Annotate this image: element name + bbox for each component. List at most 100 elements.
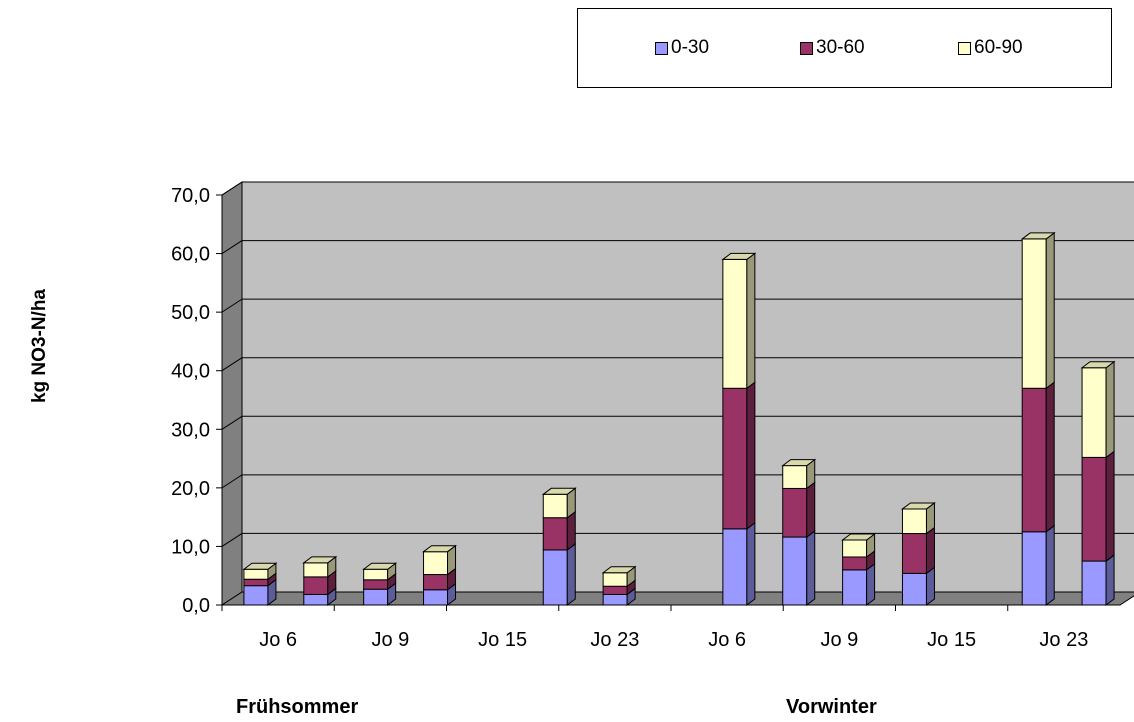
plot-back-wall bbox=[241, 181, 1134, 593]
bar-segment bbox=[842, 556, 868, 571]
bar-segment-side bbox=[1105, 360, 1115, 459]
bar-segment bbox=[722, 258, 748, 389]
gridline-side bbox=[221, 415, 243, 430]
bar-top bbox=[242, 562, 278, 570]
bar-segment bbox=[1081, 560, 1107, 606]
y-tick-label: 70,0 bbox=[171, 185, 210, 207]
gridline-side bbox=[221, 533, 243, 547]
bar-segment bbox=[363, 579, 389, 590]
bar-segment-side bbox=[1045, 524, 1055, 606]
bar-segment bbox=[782, 536, 808, 606]
bar-top bbox=[841, 533, 877, 541]
legend-swatch-0-30 bbox=[655, 41, 668, 55]
bar-segment bbox=[303, 562, 329, 578]
y-axis-label: kg NO3-N/ha bbox=[29, 288, 50, 404]
plot-left-wall bbox=[221, 181, 243, 606]
bar-segment bbox=[722, 387, 748, 530]
bar-segment bbox=[602, 572, 628, 587]
bar-segment bbox=[1021, 387, 1047, 533]
bar-segment-side bbox=[746, 521, 756, 606]
bar-segment-side bbox=[566, 542, 576, 606]
legend-item-60-90: 60-90 bbox=[958, 37, 1023, 59]
gridline-side bbox=[221, 298, 243, 313]
y-tick-label: 20,0 bbox=[171, 478, 210, 500]
bar-segment bbox=[602, 593, 628, 606]
bar-segment bbox=[722, 528, 748, 606]
bar-segment-side bbox=[1105, 554, 1115, 606]
bar-segment bbox=[363, 568, 389, 581]
x-tick-label: Jo 9 bbox=[820, 629, 858, 651]
legend-swatch-60-90 bbox=[958, 41, 971, 55]
bar-segment-side bbox=[746, 381, 756, 530]
plot-floor bbox=[220, 591, 1134, 606]
legend: 0-30 30-60 60-90 bbox=[577, 8, 1112, 88]
bar-segment bbox=[303, 576, 329, 595]
legend-swatch-30-60 bbox=[800, 41, 813, 55]
x-tick-label: Jo 23 bbox=[590, 629, 639, 651]
bar-segment bbox=[303, 593, 329, 606]
x-tick-label: Jo 15 bbox=[927, 629, 976, 651]
bar-segment bbox=[423, 589, 449, 606]
y-tick-label: 0,0 bbox=[182, 595, 210, 617]
bar-segment-side bbox=[1105, 450, 1115, 563]
gridline-side bbox=[221, 181, 243, 196]
bar-segment bbox=[842, 569, 868, 606]
bar-segment-side bbox=[806, 481, 816, 539]
bar-segment-side bbox=[866, 562, 876, 606]
x-tick-label: Jo 23 bbox=[1039, 629, 1088, 651]
bar-segment bbox=[602, 585, 628, 595]
bar-segment bbox=[243, 578, 269, 587]
gridline-side bbox=[221, 474, 243, 489]
bar-segment bbox=[363, 588, 389, 606]
legend-label-60-90: 60-90 bbox=[974, 37, 1023, 58]
bar-segment-side bbox=[1045, 381, 1055, 533]
bar-segment bbox=[782, 487, 808, 538]
y-tick-label: 60,0 bbox=[171, 244, 210, 266]
bar-top bbox=[362, 562, 398, 570]
bar-segment bbox=[542, 549, 568, 606]
bar-segment bbox=[901, 533, 927, 574]
bar-segment bbox=[1081, 456, 1107, 562]
bar-segment bbox=[1021, 531, 1047, 606]
x-tick-label: Jo 9 bbox=[371, 629, 409, 651]
bar-segment-side bbox=[1045, 231, 1055, 390]
y-tick-label: 30,0 bbox=[171, 419, 210, 441]
bar-segment bbox=[1021, 238, 1047, 389]
bar-segment bbox=[243, 568, 269, 580]
bar-segment bbox=[782, 465, 808, 489]
bar-segment-side bbox=[566, 510, 576, 551]
bar-segment-side bbox=[746, 252, 756, 390]
bar-segment bbox=[423, 574, 449, 591]
legend-label-30-60: 30-60 bbox=[816, 37, 865, 58]
x-tick-label: Jo 6 bbox=[708, 629, 746, 651]
y-tick-label: 10,0 bbox=[171, 536, 210, 558]
bar-top bbox=[721, 252, 757, 260]
group-label-fruehsommer: Frühsommer bbox=[236, 696, 359, 718]
gridline-side bbox=[221, 240, 243, 254]
bar-top bbox=[1020, 232, 1056, 240]
legend-item-0-30: 0-30 bbox=[655, 37, 709, 59]
bar-segment-side bbox=[806, 530, 816, 606]
group-label-vorwinter: Vorwinter bbox=[786, 696, 877, 718]
bar-segment bbox=[243, 585, 269, 606]
bar-top bbox=[422, 545, 458, 553]
bar-segment bbox=[542, 493, 568, 519]
bar-top bbox=[1080, 361, 1116, 369]
bar-segment bbox=[901, 508, 927, 535]
legend-label-0-30: 0-30 bbox=[671, 37, 710, 58]
bar-segment bbox=[1081, 367, 1107, 458]
y-axis-label-wrap: kg NO3-N/ha bbox=[10, 289, 60, 403]
x-tick-label: Jo 6 bbox=[259, 629, 297, 651]
bar-top bbox=[781, 459, 817, 467]
bar-segment bbox=[542, 517, 568, 551]
y-tick-label: 50,0 bbox=[171, 302, 210, 324]
bar-top bbox=[541, 487, 577, 495]
bar-segment-side bbox=[925, 526, 935, 575]
bar-top bbox=[900, 502, 936, 510]
bar-top bbox=[302, 556, 338, 564]
bar-segment bbox=[901, 572, 927, 606]
bar-segment bbox=[423, 551, 449, 576]
y-tick-label: 40,0 bbox=[171, 361, 210, 383]
bar-segment bbox=[842, 539, 868, 558]
